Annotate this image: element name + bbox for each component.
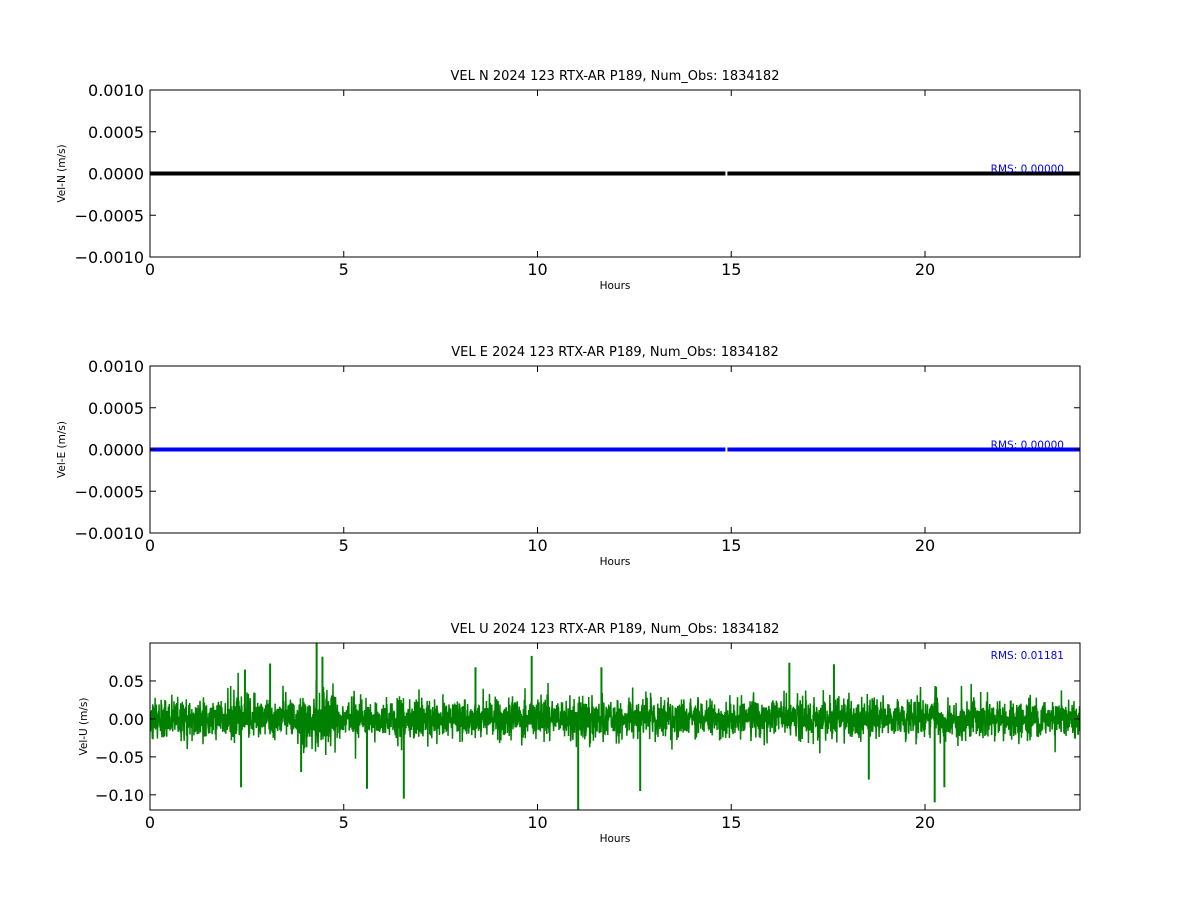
x-tick-label: 15 [721, 813, 741, 832]
y-axis-label: Vel-E (m/s) [56, 421, 68, 478]
x-tick-label: 10 [527, 260, 547, 279]
y-tick-label: 0.0000 [88, 165, 144, 184]
x-tick-label: 20 [915, 813, 935, 832]
x-tick-label: 15 [721, 536, 741, 555]
panel-1: 0 5 10 15 20 0.0010 0.0005 0.0000 −0.0005 −0.0010… [56, 69, 1081, 292]
y-tick-label: −0.0010 [75, 248, 144, 267]
y-tick-label: −0.0005 [75, 482, 144, 501]
data-area [150, 643, 1080, 810]
x-tick-label: 15 [721, 260, 741, 279]
series-line-vel-u [150, 672, 1080, 759]
x-tick-label: 5 [339, 260, 349, 279]
y-axis-label: Vel-N (m/s) [56, 144, 68, 202]
rms-annotation: RMS: 0.00000 [991, 164, 1064, 176]
y-tick-label: 0.0010 [88, 357, 144, 376]
y-tick-label: 0.0010 [88, 81, 144, 100]
panel-3: 0 5 10 15 20 0.05 0.00 −0.05 −0.10 VEL U 2024 123… [78, 622, 1081, 845]
y-tick-label: −0.0005 [75, 206, 144, 225]
rms-annotation: RMS: 0.01181 [991, 650, 1064, 662]
y-axis-label: Vel-U (m/s) [78, 698, 90, 756]
rms-annotation: RMS: 0.00000 [991, 440, 1064, 452]
y-tick-label: −0.05 [95, 748, 144, 767]
y-tick-label: 0.0000 [88, 441, 144, 460]
y-tick-label: 0.0005 [88, 123, 144, 142]
y-tick-label: 0.05 [108, 672, 144, 691]
axes-frame [149, 642, 1081, 811]
panel-title: VEL N 2024 123 RTX-AR P189, Num_Obs: 183… [451, 69, 780, 84]
x-tick-label: 10 [527, 536, 547, 555]
panel-title: VEL E 2024 123 RTX-AR P189, Num_Obs: 183… [451, 345, 778, 360]
y-tick-label: −0.10 [95, 786, 144, 805]
panel-title: VEL U 2024 123 RTX-AR P189, Num_Obs: 183… [451, 622, 780, 637]
x-axis-label: Hours [600, 280, 631, 292]
x-tick-label: 10 [527, 813, 547, 832]
y-tick-label: 0.00 [108, 710, 144, 729]
x-axis-label: Hours [600, 833, 631, 845]
x-tick-label: 20 [915, 536, 935, 555]
x-tick-label: 5 [339, 813, 349, 832]
x-tick-label: 0 [145, 260, 155, 279]
y-tick-label: 0.0005 [88, 399, 144, 418]
panel-2: 0 5 10 15 20 0.0010 0.0005 0.0000 −0.0005 −0.0010… [56, 345, 1081, 568]
x-tick-label: 20 [915, 260, 935, 279]
x-tick-label: 0 [145, 536, 155, 555]
x-tick-label: 5 [339, 536, 349, 555]
x-axis-label: Hours [600, 556, 631, 568]
x-tick-label: 0 [145, 813, 155, 832]
y-tick-label: −0.0010 [75, 524, 144, 543]
